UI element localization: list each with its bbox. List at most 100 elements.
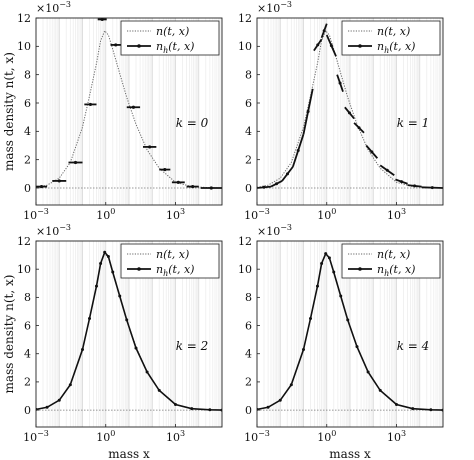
nh-marker-18 [208, 408, 212, 412]
nh-marker-5 [316, 43, 320, 47]
y-tick-label: 10 [238, 40, 252, 53]
y-tick-label: 6 [24, 97, 31, 110]
nh-marker-9 [347, 111, 351, 115]
y-tick-label: 4 [245, 348, 252, 361]
nh-marker-11 [339, 294, 343, 298]
nh-marker-2 [278, 398, 282, 402]
nh-marker-10 [111, 270, 115, 274]
panel-label: k = 1 [397, 116, 430, 130]
x-tick-label: 10−3 [244, 207, 270, 222]
y-tick-label: 6 [24, 319, 31, 332]
nh-marker-8 [163, 167, 167, 172]
legend-label-n: n(t, x) [156, 25, 189, 38]
panel-4: 0 2 4 6 8 10 12 10−3 100 103 ×10−3 n(t, x) nh(t, x) k… [238, 223, 444, 460]
y-exponent-label: ×10−3 [36, 223, 71, 238]
nh-marker-7 [99, 262, 103, 266]
nh-marker-17 [190, 407, 194, 411]
legend: n(t, x) nh(t, x) [341, 243, 441, 279]
axes-frame [35, 240, 223, 428]
nh-marker-2 [57, 398, 61, 402]
nh-marker-11 [118, 294, 122, 298]
nh-marker-15 [378, 388, 382, 392]
y-tick-label: 0 [24, 182, 31, 195]
y-tick-label: 6 [245, 97, 252, 110]
x-axis-label: mass x [329, 447, 371, 460]
nh-marker-11 [209, 186, 213, 190]
nh-marker-1 [266, 405, 270, 409]
nh-marker-6 [322, 29, 326, 33]
nh-marker-6 [94, 284, 98, 288]
y-tick-label: 2 [24, 153, 31, 166]
nh-marker-5 [87, 317, 91, 320]
y-tick-label: 12 [17, 235, 31, 248]
y-tick-label: 10 [17, 40, 31, 53]
panel-1: 0 2 4 6 8 10 12 10−3 100 103 ×10−3 n(t, x) nh(t, x) k… [2, 0, 223, 222]
x-axis-label: mass x [108, 447, 150, 460]
x-tick-label: 100 [317, 429, 336, 444]
nh-marker-17 [411, 407, 415, 411]
legend-box [341, 243, 441, 279]
nh-marker-9 [176, 180, 180, 184]
nh-marker-7 [329, 44, 333, 48]
y-tick-label: 0 [24, 404, 31, 417]
nh-marker-15 [430, 186, 434, 190]
nh-marker-16 [395, 402, 398, 406]
y-tick-label: 0 [245, 404, 252, 417]
nh-marker-2 [285, 172, 289, 176]
x-tick-label: 100 [96, 207, 115, 222]
nh-marker-1 [275, 182, 279, 186]
series-nh-line [36, 250, 222, 411]
x-tick-label: 10−3 [23, 207, 49, 222]
nh-marker-13 [134, 346, 138, 350]
axes-frame [256, 17, 444, 206]
y-tick-label: 12 [238, 235, 252, 248]
legend-marker-nh [358, 267, 362, 271]
legend-label-n: n(t, x) [377, 248, 410, 261]
nh-marker-1 [45, 405, 49, 409]
panel-3: 0 2 4 6 8 10 12 10−3 100 103 ×10−3 n(t, x) nh(t, x) k… [2, 223, 223, 460]
nh-marker-14 [413, 184, 417, 188]
nh-marker-3 [289, 383, 293, 387]
nh-marker-3 [88, 102, 93, 107]
nh-marker-3 [68, 383, 72, 387]
y-tick-label: 2 [245, 153, 252, 166]
nh-marker-8 [338, 81, 342, 85]
nh-marker-12 [125, 318, 129, 322]
nh-marker-10 [191, 184, 195, 189]
y-tick-label: 8 [245, 68, 252, 81]
nh-marker-9 [327, 256, 331, 260]
nh-marker-4 [306, 110, 310, 113]
y-tick-label: 4 [24, 348, 31, 361]
nh-marker-18 [429, 408, 433, 412]
nh-marker-16 [174, 402, 177, 406]
y-axis-label: mass density n(t, x) [2, 52, 16, 171]
y-tick-label: 6 [245, 319, 252, 332]
nh-marker-9 [106, 255, 110, 258]
panel-2: 0 2 4 6 8 10 12 10−3 100 103 ×10−3 n(t, x) nh(t, x) k… [238, 0, 444, 222]
nh-marker-5 [308, 317, 312, 320]
x-tick-label: 103 [387, 207, 406, 222]
y-exponent-label: ×10−3 [257, 0, 292, 15]
axes-frame [35, 17, 223, 206]
y-tick-label: 12 [238, 12, 252, 25]
nh-marker-6 [131, 105, 136, 109]
nh-marker-4 [302, 348, 305, 351]
nh-marker-5 [114, 43, 118, 47]
nh-marker-14 [145, 370, 149, 374]
y-axis-label: mass density n(t, x) [2, 275, 16, 394]
x-tick-label: 100 [317, 207, 336, 222]
y-exponent-label: ×10−3 [257, 223, 292, 238]
axes-frame [256, 240, 444, 428]
y-tick-label: 4 [24, 125, 31, 138]
series-group [36, 18, 222, 190]
y-tick-label: 8 [245, 291, 252, 304]
legend-box [341, 20, 441, 56]
x-tick-label: 103 [166, 429, 185, 444]
nh-marker-15 [157, 388, 161, 392]
nh-marker-3 [296, 148, 300, 152]
series-group [36, 250, 222, 412]
legend-label-n: n(t, x) [377, 25, 410, 38]
x-tick-label: 100 [96, 429, 115, 444]
series-group [257, 23, 443, 190]
